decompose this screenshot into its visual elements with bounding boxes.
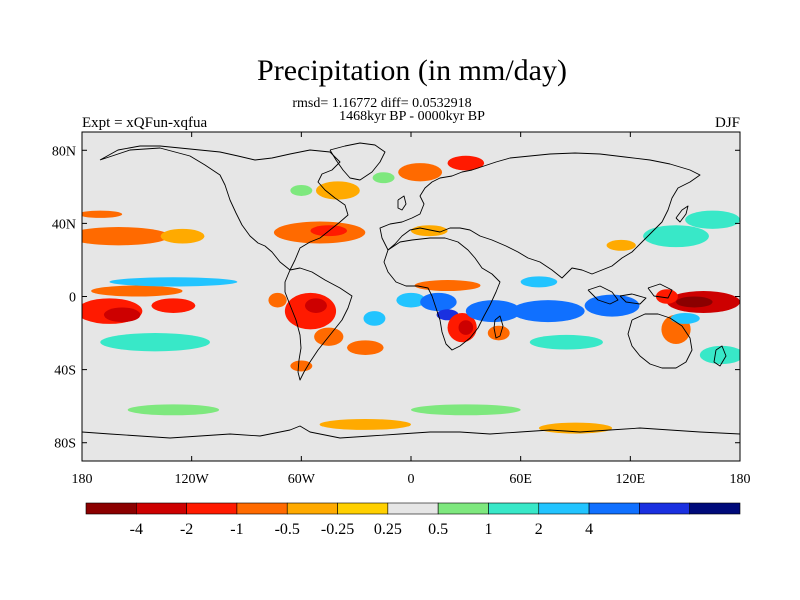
field-region-greenland-sea-wet (372, 172, 395, 184)
precipitation-field (82, 155, 740, 434)
antarctica-coast (82, 425, 740, 439)
field-region-southern-ocean-wet-1 (127, 404, 220, 416)
field-region-s-pacific-wet-west (699, 345, 740, 365)
field-region-n-pacific-east (160, 228, 205, 244)
x-tick-label: 60E (509, 472, 532, 487)
south-america-coast (284, 267, 353, 381)
colorbar: -4 -2 -1 -0.5 -0.25 0.25 0.5 1 2 4 (85, 502, 741, 538)
x-tick-label: 60W (288, 472, 316, 487)
field-region-sahel-dry (414, 280, 481, 292)
coastlines (82, 142, 740, 439)
colorbar-box (588, 502, 640, 515)
africa-coast (383, 237, 501, 351)
colorbar-box (538, 502, 590, 515)
x-tick-label: 120E (616, 472, 646, 487)
x-tick-label: 0 (408, 472, 415, 487)
field-region-png-dry (655, 289, 678, 304)
field-region-s-atlantic-wet (363, 311, 386, 326)
field-region-w-pacific-core (676, 296, 713, 308)
field-region-w-pacific-wet-south (670, 312, 700, 324)
y-tick-label: 80N (52, 144, 76, 159)
indonesia-coast (587, 283, 673, 305)
field-region-n-pacific-storm-track (82, 227, 170, 246)
field-region-s-africa-core (458, 320, 474, 335)
field-region-n-pacific-band-north (82, 210, 123, 218)
field-region-c-pacific-core (103, 307, 141, 323)
field-region-gulf-of-guinea-wet (396, 292, 426, 308)
colorbar-box (85, 502, 137, 515)
field-region-japan-wet (643, 225, 709, 248)
stats-label: rmsd= 1.16772 diff= 0.0532918 (292, 96, 471, 111)
field-region-w-indian-wet (465, 300, 521, 323)
field-region-pacific-wet-10n (109, 277, 238, 287)
field-region-c-indian-wet (511, 300, 585, 323)
field-region-madagascar-dry (487, 325, 510, 341)
north-america-coast (99, 145, 349, 271)
field-region-indian-wet-north (520, 276, 558, 288)
australia-coast (627, 313, 693, 369)
field-region-s-pacific-wet (100, 333, 210, 352)
season-label: DJF (715, 115, 740, 131)
field-region-southern-ocean-wet-2 (411, 404, 521, 416)
colorbar-label: -2 (180, 521, 193, 538)
colorbar-box (689, 502, 741, 515)
colorbar-label: -0.25 (321, 521, 354, 538)
field-region-east-asia-dry (606, 239, 636, 251)
field-region-s-indian-wet (529, 334, 603, 350)
y-tick-label: 80S (54, 437, 76, 452)
field-region-amazon-core (304, 298, 327, 313)
colorbar-box (337, 502, 389, 515)
x-tick-label: 180 (72, 472, 93, 487)
field-region-n-atlantic-high-lat (315, 181, 360, 200)
y-tick-label: 40N (52, 217, 76, 232)
field-region-maritime-wet (584, 294, 640, 317)
colorbar-label: -1 (230, 521, 243, 538)
colorbar-label: 1 (484, 521, 492, 538)
colorbar-label: 0.25 (374, 521, 402, 538)
field-region-barents-sea (447, 155, 485, 171)
colorbar-label: 4 (585, 521, 593, 538)
field-region-norwegian-sea (398, 163, 443, 182)
colorbar-box (136, 502, 187, 515)
x-tick-label: 180 (730, 472, 751, 487)
greenland-coast (329, 142, 386, 181)
experiment-label: Expt = xQFun-xqfua (82, 115, 207, 131)
eurasia-coast (379, 152, 701, 279)
colorbar-box (387, 502, 439, 515)
field-region-nw-pacific-wet (685, 210, 740, 229)
field-region-labrador-wet (290, 185, 313, 196)
japan-coast (675, 205, 689, 223)
colorbar-box (639, 502, 690, 515)
colorbar-box (186, 502, 238, 515)
new-zealand-coast (713, 345, 727, 367)
field-region-southern-ocean-dry (319, 418, 411, 430)
field-region-argentina-dry (290, 360, 313, 372)
field-region-congo-wet (420, 292, 457, 312)
field-region-andes-dry (268, 292, 287, 308)
field-region-s-atlantic-dry (347, 340, 384, 355)
colorbar-box (236, 502, 288, 515)
colorbar-box (437, 502, 489, 515)
axes: 180 120W 60W 0 60E 120E 180 80N 40N 0 40S 80S (52, 132, 751, 487)
field-region-e-pacific-dry (151, 298, 196, 313)
madagascar-coast (493, 315, 504, 339)
y-tick-label: 0 (69, 291, 76, 306)
y-tick-label: 40S (54, 364, 76, 379)
colorbar-box (488, 502, 540, 515)
uk-coast (397, 195, 407, 211)
chart-title: Precipitation (in mm/day) (257, 54, 567, 87)
period-subtitle: 1468kyr BP - 0000kyr BP (339, 109, 485, 124)
x-tick-label: 120W (175, 472, 210, 487)
colorbar-label: 2 (535, 521, 543, 538)
colorbar-box (286, 502, 338, 515)
colorbar-label: -4 (130, 521, 143, 538)
colorbar-label: -0.5 (275, 521, 300, 538)
field-region-pacific-eq-north (91, 285, 183, 297)
colorbar-label: 0.5 (428, 521, 448, 538)
